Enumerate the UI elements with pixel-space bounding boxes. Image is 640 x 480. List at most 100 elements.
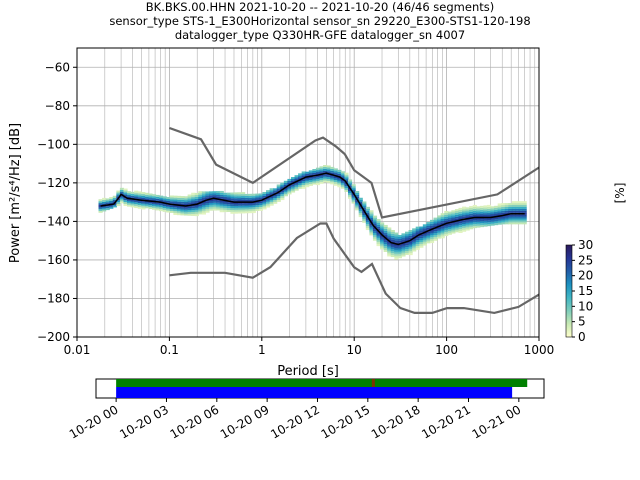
density-cell: [515, 218, 520, 221]
density-cell: [437, 221, 442, 224]
density-cell: [380, 237, 385, 240]
density-cell: [501, 204, 506, 207]
density-cell: [333, 172, 338, 175]
density-cell: [454, 209, 460, 212]
density-cell: [198, 196, 203, 199]
density-cell: [365, 208, 370, 211]
density-cell: [326, 178, 331, 181]
density-cell: [180, 203, 185, 206]
density-cell: [462, 223, 467, 226]
density-cell: [358, 213, 363, 216]
density-cell: [237, 211, 242, 214]
density-cell: [372, 232, 378, 235]
density-cell: [273, 196, 278, 199]
density-cell: [201, 197, 207, 200]
density-cell: [501, 208, 506, 211]
density-cell: [180, 197, 185, 200]
density-cell: [519, 203, 524, 206]
x-tick-label: 0.1: [160, 343, 179, 357]
density-cell: [305, 179, 310, 182]
density-cell: [162, 204, 167, 207]
density-cell: [290, 186, 296, 189]
density-cell: [483, 218, 488, 221]
density-cell: [194, 198, 199, 201]
density-cell: [426, 241, 431, 244]
density-cell: [244, 197, 249, 200]
density-cell: [130, 199, 135, 202]
density-cell: [194, 192, 199, 195]
density-cell: [387, 239, 392, 242]
density-cell: [333, 176, 338, 179]
density-cell: [469, 221, 474, 224]
density-cell: [469, 219, 474, 222]
density-cell: [412, 234, 417, 237]
density-cell: [522, 218, 527, 221]
density-cell: [405, 249, 410, 252]
density-cell: [241, 197, 246, 200]
density-cell: [408, 235, 413, 238]
density-cell: [141, 195, 146, 198]
density-cell: [458, 211, 463, 214]
density-cell: [244, 205, 249, 208]
density-cell: [519, 208, 524, 211]
density-cell: [504, 212, 509, 215]
timeline-bar-blue: [116, 387, 513, 398]
density-cell: [130, 195, 135, 198]
density-cell: [433, 229, 438, 232]
density-cell: [340, 171, 345, 174]
density-cell: [294, 182, 299, 185]
density-cell: [494, 221, 499, 224]
density-cell: [437, 232, 442, 235]
density-cell: [344, 172, 349, 175]
density-cell: [137, 204, 142, 207]
chart-title-line-2: sensor_type STS-1_E300Horizontal sensor_…: [109, 14, 531, 28]
density-cell: [465, 220, 470, 223]
density-cell: [141, 194, 146, 197]
density-cell: [369, 227, 374, 230]
density-cell: [426, 224, 431, 227]
density-cell: [323, 165, 328, 168]
density-cell: [123, 200, 128, 203]
timeline-tick-label: 10-20 00: [67, 402, 121, 441]
density-cell: [426, 233, 431, 236]
density-cell: [262, 201, 267, 204]
density-cell: [422, 233, 427, 236]
density-cell: [315, 177, 321, 180]
density-cell: [351, 186, 356, 189]
density-cell: [105, 200, 110, 203]
density-cell: [212, 195, 217, 198]
density-cell: [369, 217, 374, 220]
density-cell: [262, 193, 267, 196]
density-cell: [173, 199, 178, 202]
density-cell: [444, 228, 449, 231]
density-cell: [472, 218, 477, 221]
density-cell: [447, 217, 452, 220]
density-cell: [144, 198, 149, 201]
density-cell: [444, 230, 449, 233]
density-cell: [401, 237, 406, 240]
density-cell: [426, 239, 431, 242]
density-cell: [194, 212, 199, 215]
density-cell: [376, 242, 381, 245]
density-cell: [330, 170, 335, 173]
density-cell: [479, 221, 484, 224]
density-cell: [365, 206, 370, 209]
density-cell: [251, 205, 256, 208]
noise-models: [169, 126, 539, 315]
density-cell: [458, 213, 463, 216]
density-cell: [372, 231, 378, 234]
y-tick-label: −200: [37, 330, 70, 344]
density-cell: [137, 195, 142, 198]
density-cell: [223, 210, 228, 213]
density-cell: [497, 218, 502, 221]
density-cell: [365, 220, 370, 223]
density-cell: [116, 192, 121, 195]
density-cell: [447, 226, 452, 229]
density-cell: [330, 182, 335, 185]
density-cell: [462, 212, 467, 215]
density-cell: [180, 207, 185, 210]
density-cell: [415, 247, 420, 250]
density-cell: [476, 221, 481, 224]
density-cell: [287, 180, 292, 183]
